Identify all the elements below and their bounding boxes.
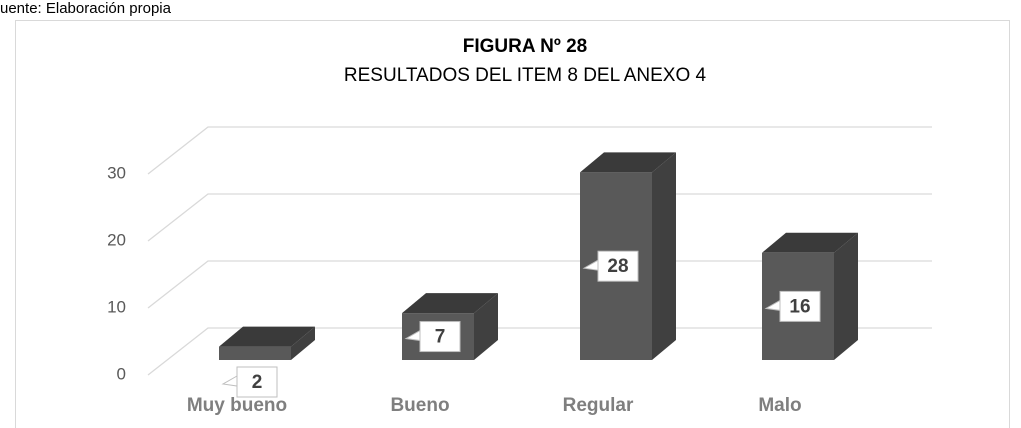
x-tick-label: Bueno — [390, 395, 449, 416]
grid-line — [147, 260, 932, 309]
chart-subtitle: RESULTADOS DEL ITEM 8 DEL ANEXO 4 — [344, 65, 707, 86]
bar-side — [834, 232, 858, 360]
bar — [219, 346, 291, 360]
x-tick-label: Regular — [563, 395, 634, 416]
x-tick-label: Muy bueno — [187, 395, 287, 416]
label-box — [779, 290, 821, 322]
label-box — [597, 250, 639, 282]
bar-top — [762, 232, 858, 253]
grid-line — [147, 327, 932, 376]
grid-line — [147, 193, 932, 242]
label-pointer — [221, 375, 238, 387]
bar-side — [291, 326, 315, 360]
bar-top — [219, 326, 315, 347]
y-tick-label: 0 — [117, 364, 126, 383]
bar-top — [580, 152, 676, 173]
label-box — [236, 366, 278, 398]
y-tick-label: 10 — [107, 297, 126, 316]
chart-border — [15, 20, 1010, 428]
y-tick-label: 20 — [107, 230, 126, 249]
bar-top — [402, 293, 498, 314]
bar-side — [474, 293, 498, 360]
label-box — [419, 321, 461, 353]
data-label: 2 — [252, 372, 263, 393]
grid-line — [147, 126, 932, 175]
chart-title: FIGURA Nº 28 — [463, 36, 587, 57]
x-tick-label: Malo — [758, 395, 801, 416]
data-label: 28 — [607, 256, 628, 277]
data-label: 16 — [789, 296, 810, 317]
y-tick-label: 30 — [107, 163, 126, 182]
bar-side — [652, 152, 676, 360]
data-label: 7 — [435, 327, 446, 348]
source-note: uente: Elaboración propia — [0, 0, 172, 17]
